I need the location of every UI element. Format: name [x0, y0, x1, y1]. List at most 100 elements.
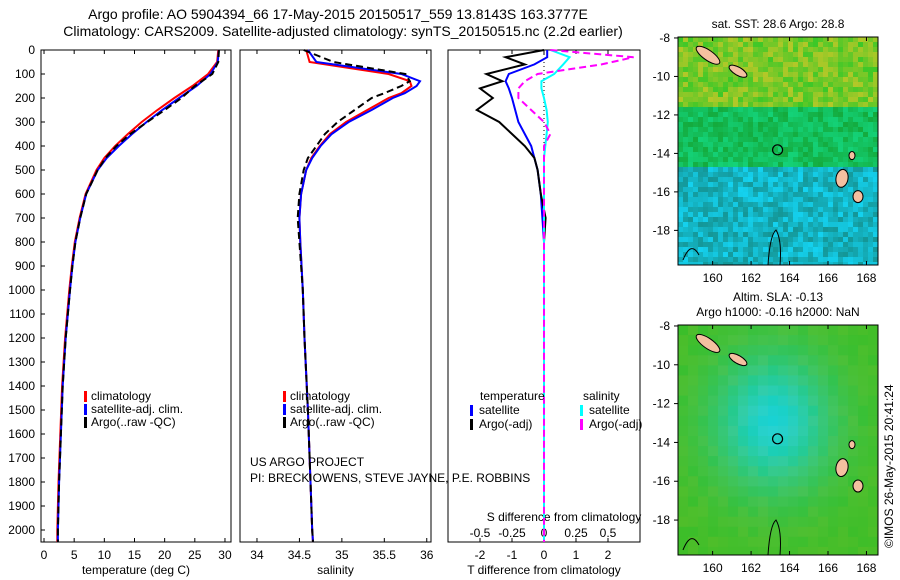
map-cell — [753, 167, 759, 173]
map-cell — [688, 257, 694, 263]
map-cell — [798, 405, 809, 417]
map-cell — [688, 172, 694, 178]
map-cell — [788, 536, 799, 548]
map-cell — [738, 345, 749, 356]
map-cell — [763, 82, 769, 88]
map-cell — [738, 436, 749, 447]
map-cell — [748, 87, 754, 93]
map-cell — [708, 385, 719, 397]
map-cell — [753, 222, 759, 228]
map-cell — [683, 192, 689, 198]
map-cell — [848, 147, 854, 153]
map-cell — [848, 247, 854, 253]
map-cell — [783, 122, 789, 128]
map-cell — [868, 237, 874, 243]
map-cell — [858, 157, 864, 163]
map-cell — [828, 142, 834, 148]
map-cell — [708, 102, 714, 108]
map-cell — [828, 217, 834, 223]
map-cell — [758, 476, 769, 487]
map-cell — [783, 97, 789, 103]
map-cell — [823, 197, 829, 203]
map-cell — [793, 117, 799, 123]
map-cell — [868, 227, 874, 233]
map-cell — [718, 496, 729, 508]
map-cell — [783, 117, 789, 123]
map-cell — [858, 395, 869, 407]
map-cell — [813, 172, 819, 178]
map-cell — [833, 232, 839, 238]
map-cell — [833, 202, 839, 208]
map-cell — [858, 212, 864, 218]
map-cell — [783, 147, 789, 153]
map-cell — [823, 172, 829, 178]
map-cell — [813, 57, 819, 63]
map-cell — [873, 42, 879, 48]
map-cell — [753, 137, 759, 143]
map-cell — [688, 82, 694, 88]
map-cell — [828, 192, 834, 198]
map-cell — [728, 127, 734, 133]
map-cell — [748, 82, 754, 88]
map-cell — [698, 42, 704, 48]
map-cell — [783, 57, 789, 63]
map-cell — [778, 212, 784, 218]
y-tick-label: 1000 — [8, 283, 35, 297]
map-cell — [793, 77, 799, 83]
map-cell — [803, 157, 809, 163]
map-cell — [828, 87, 834, 93]
map-cell — [688, 147, 694, 153]
map-cell — [748, 242, 754, 248]
map-cell — [693, 232, 699, 238]
map-cell — [818, 516, 829, 528]
map-cell — [708, 232, 714, 238]
map-cell — [798, 102, 804, 108]
map-cell — [788, 232, 794, 238]
map-cell — [813, 102, 819, 108]
map-cell — [698, 192, 704, 198]
map-cell — [793, 247, 799, 253]
map-cell — [828, 232, 834, 238]
map-cell — [683, 157, 689, 163]
map-cell — [738, 92, 744, 98]
map-cell — [873, 232, 879, 238]
map-cell — [838, 496, 849, 508]
x-tick-label: 34.5 — [288, 548, 312, 562]
map-cell — [703, 87, 709, 93]
map-cell — [728, 52, 734, 58]
map-cell — [843, 212, 849, 218]
map-cell — [698, 546, 709, 555]
map-cell — [683, 232, 689, 238]
map-cell — [718, 192, 724, 198]
x-tick-label: 25 — [188, 548, 202, 562]
map-cell — [748, 536, 759, 548]
map-cell — [738, 232, 744, 238]
map-cell — [698, 446, 709, 457]
map-cell — [773, 207, 779, 213]
map-cell — [763, 122, 769, 128]
map-cell — [743, 82, 749, 88]
map-cell — [833, 247, 839, 253]
map-cell — [808, 172, 814, 178]
map-cell — [753, 92, 759, 98]
map-cell — [858, 97, 864, 103]
map-cell — [863, 192, 869, 198]
map-cell — [698, 97, 704, 103]
map-cell — [748, 516, 759, 528]
map-cell — [843, 257, 849, 263]
map-cell — [808, 232, 814, 238]
map-cell — [788, 335, 799, 346]
map-cell — [773, 77, 779, 83]
map-cell — [828, 425, 839, 437]
map-cell — [848, 217, 854, 223]
map-cell — [858, 47, 864, 53]
map-cell — [788, 247, 794, 253]
map-cell — [758, 217, 764, 223]
map-cell — [778, 466, 789, 477]
map-cell — [843, 52, 849, 58]
x-tick-label: 2 — [605, 548, 612, 562]
map-cell — [863, 47, 869, 53]
map-cell — [748, 247, 754, 253]
map-cell — [808, 157, 814, 163]
map-cell — [818, 257, 824, 263]
